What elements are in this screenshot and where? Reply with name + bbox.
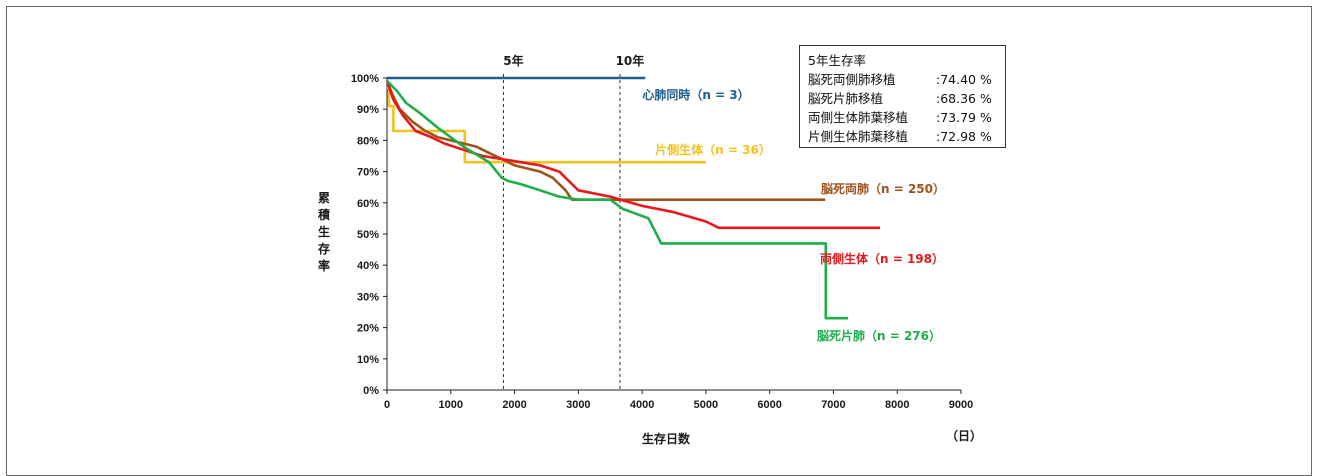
summary-row: 片側生体肺葉移植 :72.98 % <box>808 127 1005 146</box>
y-tick-label: 50% <box>357 229 379 241</box>
y-axis-title-char: 存 <box>317 241 330 256</box>
axes: 0% 10% 20% 30% 40% 50% 60% 70% 80% 90% 100% 0 1000 20… <box>317 73 973 411</box>
y-axis-title-char: 率 <box>318 258 330 273</box>
x-tick-label: 9000 <box>949 399 973 411</box>
series-line <box>386 80 849 320</box>
summary-row-value: :74.40 % <box>936 72 992 87</box>
y-tick-label: 70% <box>357 167 379 179</box>
y-tick-label: 30% <box>357 291 379 303</box>
summary-row-value: :68.36 % <box>936 91 992 106</box>
series-labels: 心肺同時（n = 3） 片側生体（n = 36） 脳死両肺（n = 250） 両側生体… <box>642 87 945 343</box>
x-axis-unit: （日） <box>946 428 982 443</box>
y-tick-label: 100% <box>351 73 379 85</box>
summary-row-value: :73.79 % <box>936 110 992 125</box>
five-year-survival-summary: 5年生存率 脳死両側肺移植 :74.40 % 脳死片肺移植 :68.36 % 両… <box>799 45 1006 148</box>
series-label: 両側生体（n = 198） <box>820 251 944 266</box>
y-axis-title-char: 累 <box>318 191 330 205</box>
series-label: 脳死片肺（n = 276） <box>817 328 941 343</box>
series-label: 心肺同時（n = 3） <box>642 87 749 102</box>
summary-row-label: 脳死両側肺移植 <box>808 72 896 87</box>
x-tick-label: 8000 <box>885 399 909 411</box>
chart-frame: 5年 10年 0% 10% 20% 30% 40% 50% 60% 70% 80% 90% 100% 0… <box>6 6 1312 476</box>
summary-row-value: :72.98 % <box>936 129 992 144</box>
x-axis-title: 生存日数 <box>642 431 691 446</box>
year-marker-label: 10年 <box>616 53 645 68</box>
y-tick-label: 20% <box>357 323 379 335</box>
y-tick-label: 0% <box>363 385 379 397</box>
x-tick-label: 0 <box>384 399 390 411</box>
marker-lines: 5年 10年 <box>502 53 645 390</box>
series-label: 脳死両肺（n = 250） <box>821 181 945 196</box>
x-tick-label: 3000 <box>566 399 590 411</box>
summary-row-label: 片側生体肺葉移植 <box>808 129 909 144</box>
survival-chart: 5年 10年 0%10%20%30%40%50%60%70%80%90%100%0… <box>317 53 982 446</box>
summary-title: 5年生存率 <box>808 53 866 68</box>
summary-row: 脳死両側肺移植 :74.40 % <box>808 70 1005 89</box>
summary-row: 脳死片肺移植 :68.36 % <box>808 89 1005 108</box>
y-axis-title-char: 生 <box>318 224 330 239</box>
x-tick-label: 4000 <box>630 399 654 411</box>
summary-row-label: 両側生体肺葉移植 <box>808 110 909 125</box>
year-marker-label: 5年 <box>503 53 523 68</box>
y-tick-label: 80% <box>357 135 379 147</box>
series-lines <box>385 76 880 320</box>
series-line <box>385 80 826 201</box>
x-tick-label: 1000 <box>439 399 463 411</box>
x-tick-label: 2000 <box>502 399 526 411</box>
x-tick-label: 7000 <box>821 399 845 411</box>
y-tick-label: 90% <box>357 104 379 116</box>
series-label: 片側生体（n = 36） <box>655 142 771 157</box>
series-line <box>385 80 880 230</box>
y-tick-label: 10% <box>357 354 379 366</box>
summary-row-label: 脳死片肺移植 <box>808 91 884 106</box>
y-axis-title-char: 積 <box>317 207 331 222</box>
x-tick-label: 6000 <box>757 399 781 411</box>
y-tick-label: 40% <box>357 260 379 272</box>
x-tick-label: 5000 <box>694 399 718 411</box>
y-tick-label: 60% <box>357 198 379 210</box>
summary-row: 両側生体肺葉移植 :73.79 % <box>808 108 1005 127</box>
